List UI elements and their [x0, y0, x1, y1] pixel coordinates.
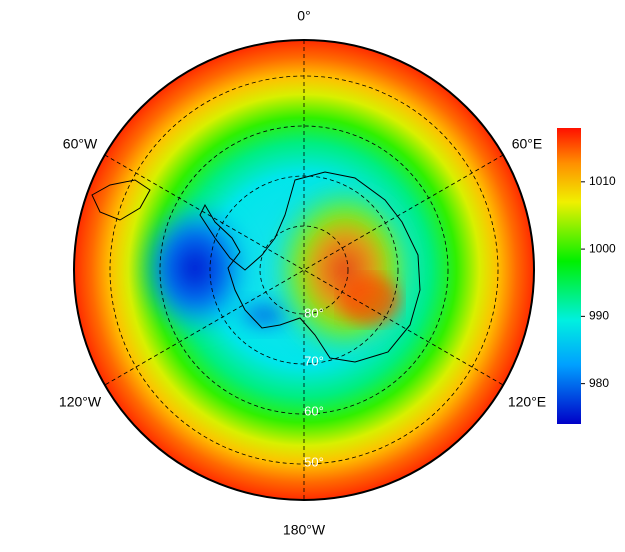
- colorbar-tick-label: 990: [589, 309, 609, 323]
- coastline: [91, 171, 421, 363]
- colorbar-tick-label: 980: [589, 376, 609, 390]
- graticule: [104, 40, 504, 500]
- latitude-label: 80°: [304, 305, 324, 320]
- longitude-label: 60°W: [63, 136, 98, 152]
- latitude-label: 60°: [304, 403, 324, 418]
- longitude-label: 0°: [297, 8, 310, 24]
- latitude-label: 70°: [304, 353, 324, 368]
- colorbar: [557, 128, 581, 424]
- latitude-label: 50°: [304, 454, 324, 469]
- pressure-field: [74, 40, 534, 500]
- longitude-label: 180°W: [283, 522, 326, 538]
- longitude-label: 120°W: [59, 394, 102, 410]
- colorbar-tick-label: 1010: [589, 174, 616, 188]
- longitude-label: 120°E: [508, 394, 546, 410]
- colorbar-tick-label: 1000: [589, 241, 616, 255]
- longitude-label: 60°E: [512, 136, 543, 152]
- map-border: [73, 39, 535, 501]
